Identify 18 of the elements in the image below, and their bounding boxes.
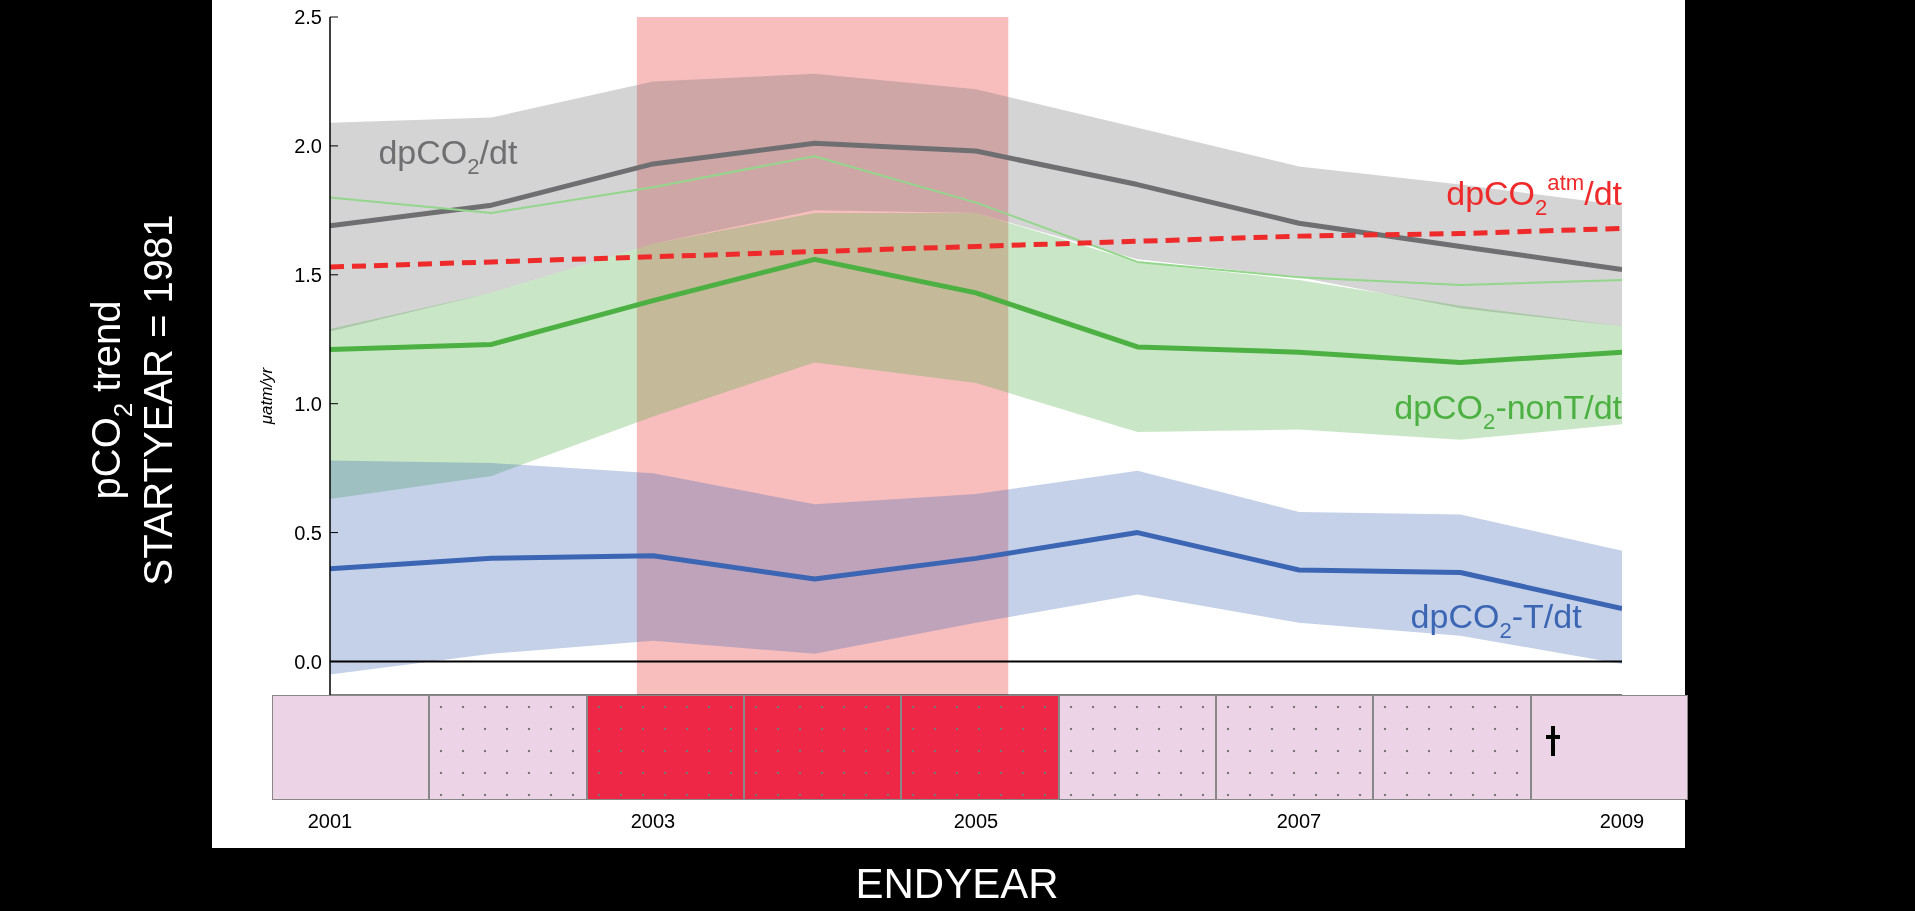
y-tick-label: 2.0 — [294, 135, 322, 157]
y-tick-label: 0.0 — [294, 650, 322, 673]
x-tick-label: 2001 — [307, 810, 353, 832]
y-tick-label: 1.0 — [294, 392, 322, 415]
series-label: dpCO$_{2}$-T/dt — [1410, 596, 1583, 644]
x-tick-label: 2005 — [953, 810, 999, 832]
y-axis-title: μatm/yr — [257, 366, 276, 426]
x-tick-label: 2003 — [630, 810, 676, 832]
y-tick-label: 2.5 — [294, 6, 322, 29]
series-label: dpCO$_{2}$-nonT/dt — [1394, 388, 1623, 435]
x-tick-label: 2009 — [1599, 810, 1645, 832]
text: STARTYEAR = 1981 — [136, 214, 180, 586]
x-axis-title: ENDYEAR — [855, 860, 1059, 907]
x-tick-label: 2007 — [1276, 810, 1322, 832]
y-tick-label: 1.5 — [294, 263, 322, 286]
series-label: dpCO$_{2}$$^{atm}$/dt — [1446, 169, 1623, 221]
series-label: dpCO$_{2}$/dt — [378, 132, 518, 180]
y-tick-label: 0.5 — [294, 521, 322, 544]
